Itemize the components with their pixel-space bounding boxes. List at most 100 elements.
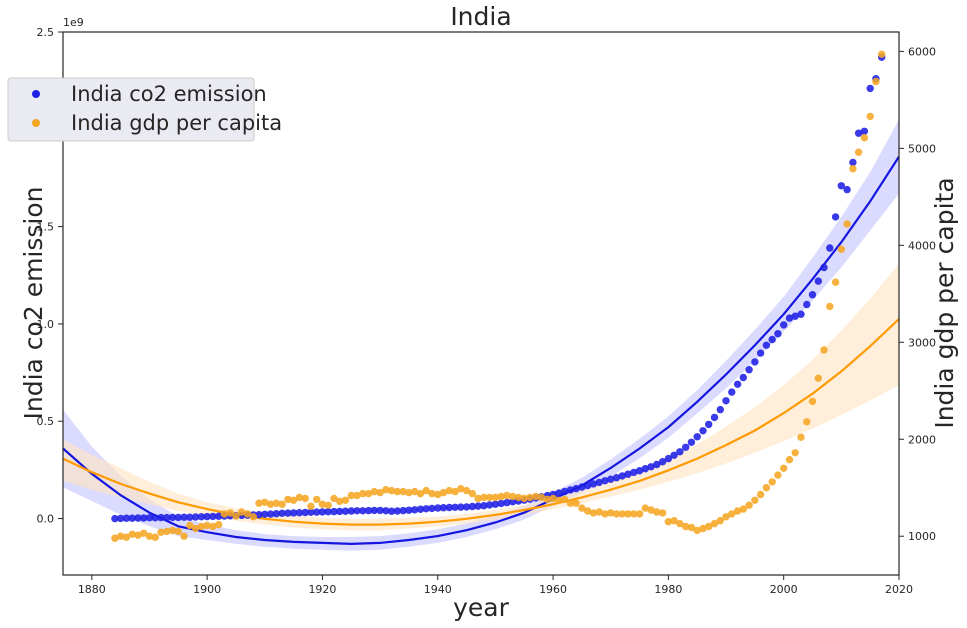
point-gdp — [520, 494, 528, 503]
point-gdp — [630, 510, 638, 518]
y-left-tick-label: 1.0 — [37, 318, 55, 331]
point-co2 — [866, 84, 874, 93]
point-co2 — [134, 514, 142, 522]
point-co2 — [739, 373, 747, 382]
point-co2 — [733, 380, 742, 388]
point-gdp — [439, 488, 448, 497]
point-gdp — [843, 220, 851, 228]
point-co2 — [336, 507, 344, 516]
point-gdp — [831, 278, 840, 286]
point-co2 — [808, 291, 817, 299]
point-gdp — [797, 433, 805, 441]
point-gdp — [878, 50, 886, 58]
point-gdp — [220, 510, 229, 518]
point-co2 — [462, 503, 471, 511]
point-co2 — [509, 498, 517, 506]
point-co2 — [387, 507, 396, 515]
point-gdp — [249, 513, 257, 521]
point-co2 — [589, 480, 598, 488]
point-co2 — [705, 420, 713, 429]
point-gdp — [826, 302, 834, 311]
point-gdp — [261, 498, 269, 506]
point-gdp — [238, 508, 246, 516]
point-gdp — [301, 494, 309, 503]
point-co2 — [399, 506, 407, 515]
point-gdp — [416, 489, 425, 498]
point-gdp — [578, 504, 586, 512]
y-left-tick-label: 0.0 — [37, 513, 55, 526]
point-co2 — [682, 443, 690, 451]
point-gdp — [145, 532, 154, 540]
point-co2 — [849, 158, 857, 167]
point-gdp — [370, 487, 378, 496]
point-co2 — [122, 514, 131, 522]
point-co2 — [445, 503, 453, 512]
point-co2 — [572, 484, 580, 493]
scatter-points — [111, 50, 886, 542]
point-gdp — [635, 510, 644, 518]
point-co2 — [474, 502, 482, 510]
point-co2 — [803, 300, 811, 309]
point-co2 — [145, 514, 154, 522]
point-co2 — [664, 454, 673, 463]
point-co2 — [405, 506, 413, 514]
point-gdp — [226, 509, 234, 517]
point-gdp — [128, 530, 136, 538]
regression-line-gdp — [62, 318, 900, 526]
point-co2 — [289, 509, 298, 517]
point-gdp — [295, 493, 304, 502]
x-tick-label: 1960 — [539, 583, 567, 596]
x-tick-label: 1940 — [424, 583, 452, 596]
point-gdp — [624, 510, 632, 518]
point-gdp — [745, 501, 753, 509]
point-co2 — [624, 470, 632, 478]
point-gdp — [457, 485, 465, 493]
point-gdp — [791, 449, 799, 457]
point-gdp — [560, 495, 569, 504]
confidence-band-gdp — [63, 263, 899, 531]
point-gdp — [474, 494, 482, 503]
point-gdp — [278, 500, 286, 508]
point-gdp — [480, 493, 488, 502]
point-gdp — [434, 490, 442, 499]
point-co2 — [180, 513, 188, 521]
y-right-tick-label: 6000 — [908, 45, 936, 58]
point-gdp — [509, 492, 517, 501]
point-gdp — [687, 523, 696, 532]
point-co2 — [186, 513, 194, 521]
point-co2 — [382, 507, 390, 515]
point-co2 — [710, 413, 719, 422]
point-gdp — [670, 517, 678, 525]
point-gdp — [808, 397, 817, 406]
point-gdp — [336, 497, 344, 505]
point-co2 — [209, 512, 217, 521]
point-gdp — [612, 510, 621, 518]
point-co2 — [191, 513, 200, 521]
point-co2 — [347, 507, 355, 515]
point-gdp — [866, 112, 874, 121]
point-co2 — [197, 513, 206, 521]
point-co2 — [428, 504, 436, 513]
regression-lines — [62, 156, 900, 546]
y-right-tick-label: 4000 — [908, 239, 936, 252]
point-gdp — [272, 499, 280, 507]
point-gdp — [313, 495, 321, 504]
point-co2 — [422, 505, 430, 513]
point-co2 — [647, 463, 655, 471]
x-tick-label: 2000 — [770, 583, 798, 596]
confidence-bands — [63, 119, 899, 551]
point-gdp — [209, 522, 217, 531]
point-co2 — [434, 504, 442, 512]
point-gdp — [399, 487, 407, 496]
point-gdp — [497, 492, 505, 501]
point-gdp — [653, 508, 661, 516]
x-tick-label: 1920 — [308, 583, 336, 596]
point-gdp — [359, 489, 367, 498]
legend-marker-co2 — [32, 90, 40, 98]
legend-box — [7, 77, 255, 142]
point-gdp — [134, 531, 142, 539]
point-gdp — [393, 487, 402, 496]
point-gdp — [255, 499, 263, 507]
x-axis-title: year — [453, 593, 509, 622]
point-gdp — [739, 505, 747, 513]
